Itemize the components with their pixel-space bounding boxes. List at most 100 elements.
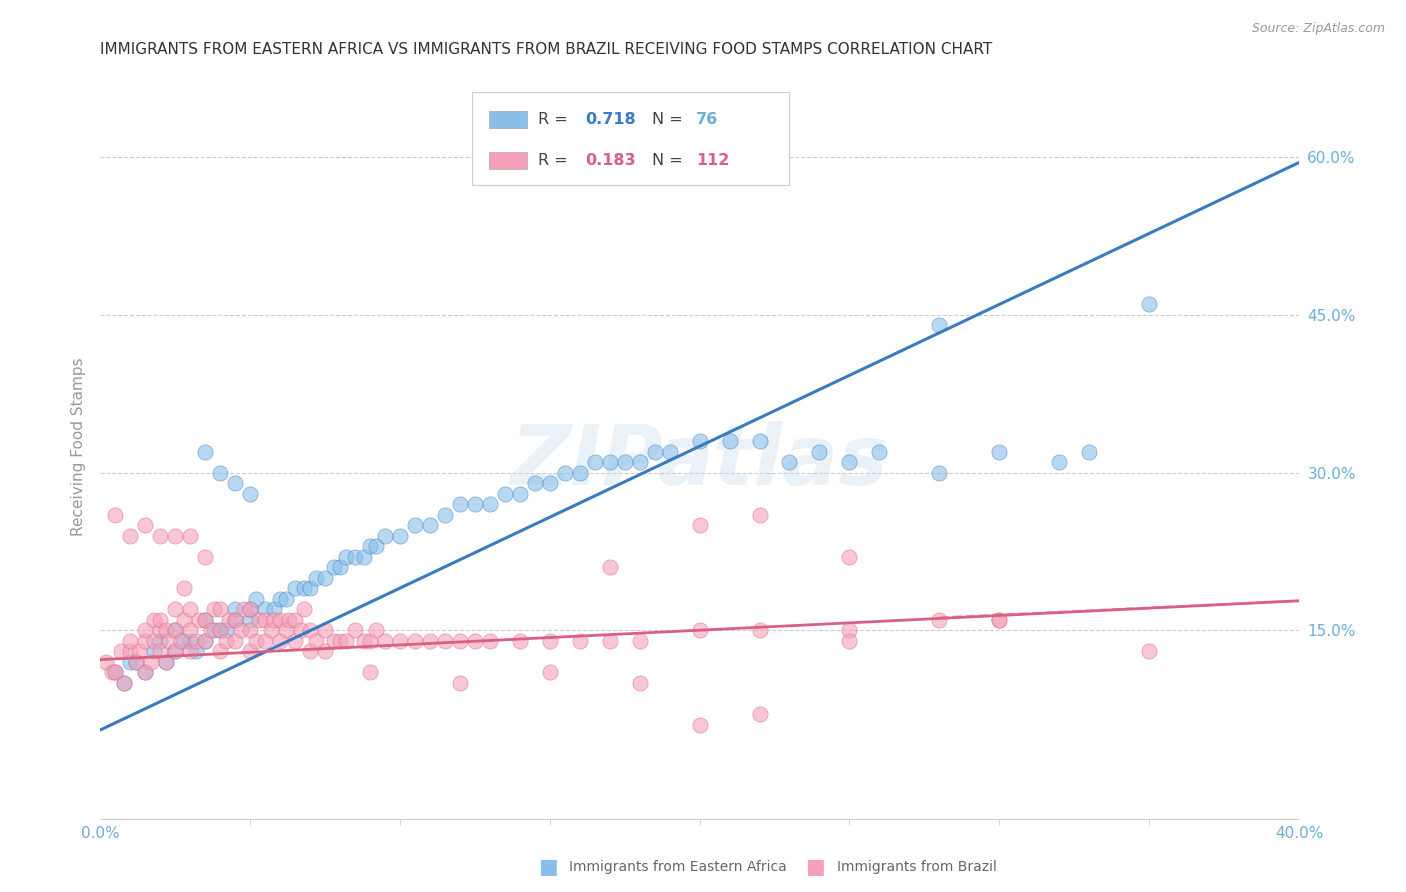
- Point: [179, 644, 201, 658]
- Point: [200, 624, 222, 638]
- Point: [689, 718, 711, 732]
- Point: [278, 613, 301, 627]
- Y-axis label: Receiving Food Stamps: Receiving Food Stamps: [72, 357, 86, 535]
- Point: [322, 560, 344, 574]
- Point: [353, 549, 375, 564]
- Point: [644, 444, 666, 458]
- Point: [155, 655, 177, 669]
- Point: [314, 624, 336, 638]
- Point: [155, 655, 177, 669]
- Point: [94, 655, 117, 669]
- Point: [239, 644, 262, 658]
- Text: Immigrants from Brazil: Immigrants from Brazil: [837, 860, 997, 874]
- Point: [112, 675, 135, 690]
- Point: [224, 476, 246, 491]
- Point: [125, 655, 148, 669]
- Point: [364, 624, 387, 638]
- Point: [224, 613, 246, 627]
- Point: [838, 624, 860, 638]
- Point: [134, 665, 156, 680]
- Point: [247, 613, 270, 627]
- Point: [628, 675, 651, 690]
- Point: [292, 602, 315, 616]
- Point: [179, 633, 201, 648]
- Point: [139, 655, 162, 669]
- Point: [263, 602, 285, 616]
- Point: [1047, 455, 1070, 469]
- Point: [449, 633, 471, 648]
- Point: [104, 665, 127, 680]
- Point: [155, 624, 177, 638]
- Point: [179, 528, 201, 542]
- Point: [194, 613, 217, 627]
- Point: [359, 665, 381, 680]
- Point: [748, 434, 770, 448]
- Point: [184, 633, 207, 648]
- Point: [568, 633, 591, 648]
- Point: [165, 602, 187, 616]
- Text: 0.183: 0.183: [586, 153, 637, 168]
- Point: [464, 633, 486, 648]
- Point: [165, 624, 187, 638]
- Point: [628, 455, 651, 469]
- Point: [404, 633, 426, 648]
- Point: [101, 665, 124, 680]
- Point: [215, 624, 238, 638]
- Point: [194, 549, 217, 564]
- FancyBboxPatch shape: [488, 152, 527, 169]
- Text: 112: 112: [696, 153, 730, 168]
- Point: [388, 633, 411, 648]
- Point: [215, 633, 238, 648]
- Point: [269, 633, 291, 648]
- Text: R =: R =: [537, 112, 572, 127]
- Point: [478, 497, 501, 511]
- Point: [245, 633, 267, 648]
- Point: [239, 602, 262, 616]
- Point: [509, 633, 531, 648]
- Point: [419, 518, 441, 533]
- Point: [538, 476, 561, 491]
- Point: [988, 613, 1011, 627]
- Point: [173, 581, 195, 595]
- Point: [988, 444, 1011, 458]
- Point: [253, 613, 276, 627]
- Text: Immigrants from Eastern Africa: Immigrants from Eastern Africa: [569, 860, 787, 874]
- Point: [253, 633, 276, 648]
- Point: [112, 675, 135, 690]
- Text: ZIPatlas: ZIPatlas: [510, 421, 889, 501]
- Point: [120, 655, 142, 669]
- Point: [149, 644, 172, 658]
- Text: IMMIGRANTS FROM EASTERN AFRICA VS IMMIGRANTS FROM BRAZIL RECEIVING FOOD STAMPS C: IMMIGRANTS FROM EASTERN AFRICA VS IMMIGR…: [100, 42, 993, 57]
- Point: [125, 655, 148, 669]
- Point: [314, 571, 336, 585]
- Point: [194, 633, 217, 648]
- Point: [173, 633, 195, 648]
- Point: [374, 528, 396, 542]
- Point: [554, 466, 576, 480]
- Point: [568, 466, 591, 480]
- Point: [149, 613, 172, 627]
- Text: 76: 76: [696, 112, 718, 127]
- Point: [269, 591, 291, 606]
- Point: [184, 644, 207, 658]
- Point: [689, 518, 711, 533]
- Point: [208, 624, 231, 638]
- Point: [364, 539, 387, 553]
- Point: [928, 613, 950, 627]
- Point: [284, 633, 307, 648]
- Point: [838, 633, 860, 648]
- Point: [433, 508, 456, 522]
- Point: [298, 644, 321, 658]
- Point: [229, 624, 252, 638]
- Point: [359, 633, 381, 648]
- Point: [120, 633, 142, 648]
- Point: [143, 644, 166, 658]
- Point: [128, 644, 150, 658]
- Point: [239, 613, 262, 627]
- Point: [748, 508, 770, 522]
- Point: [208, 466, 231, 480]
- Point: [134, 633, 156, 648]
- Point: [173, 613, 195, 627]
- Point: [329, 560, 352, 574]
- Point: [335, 633, 357, 648]
